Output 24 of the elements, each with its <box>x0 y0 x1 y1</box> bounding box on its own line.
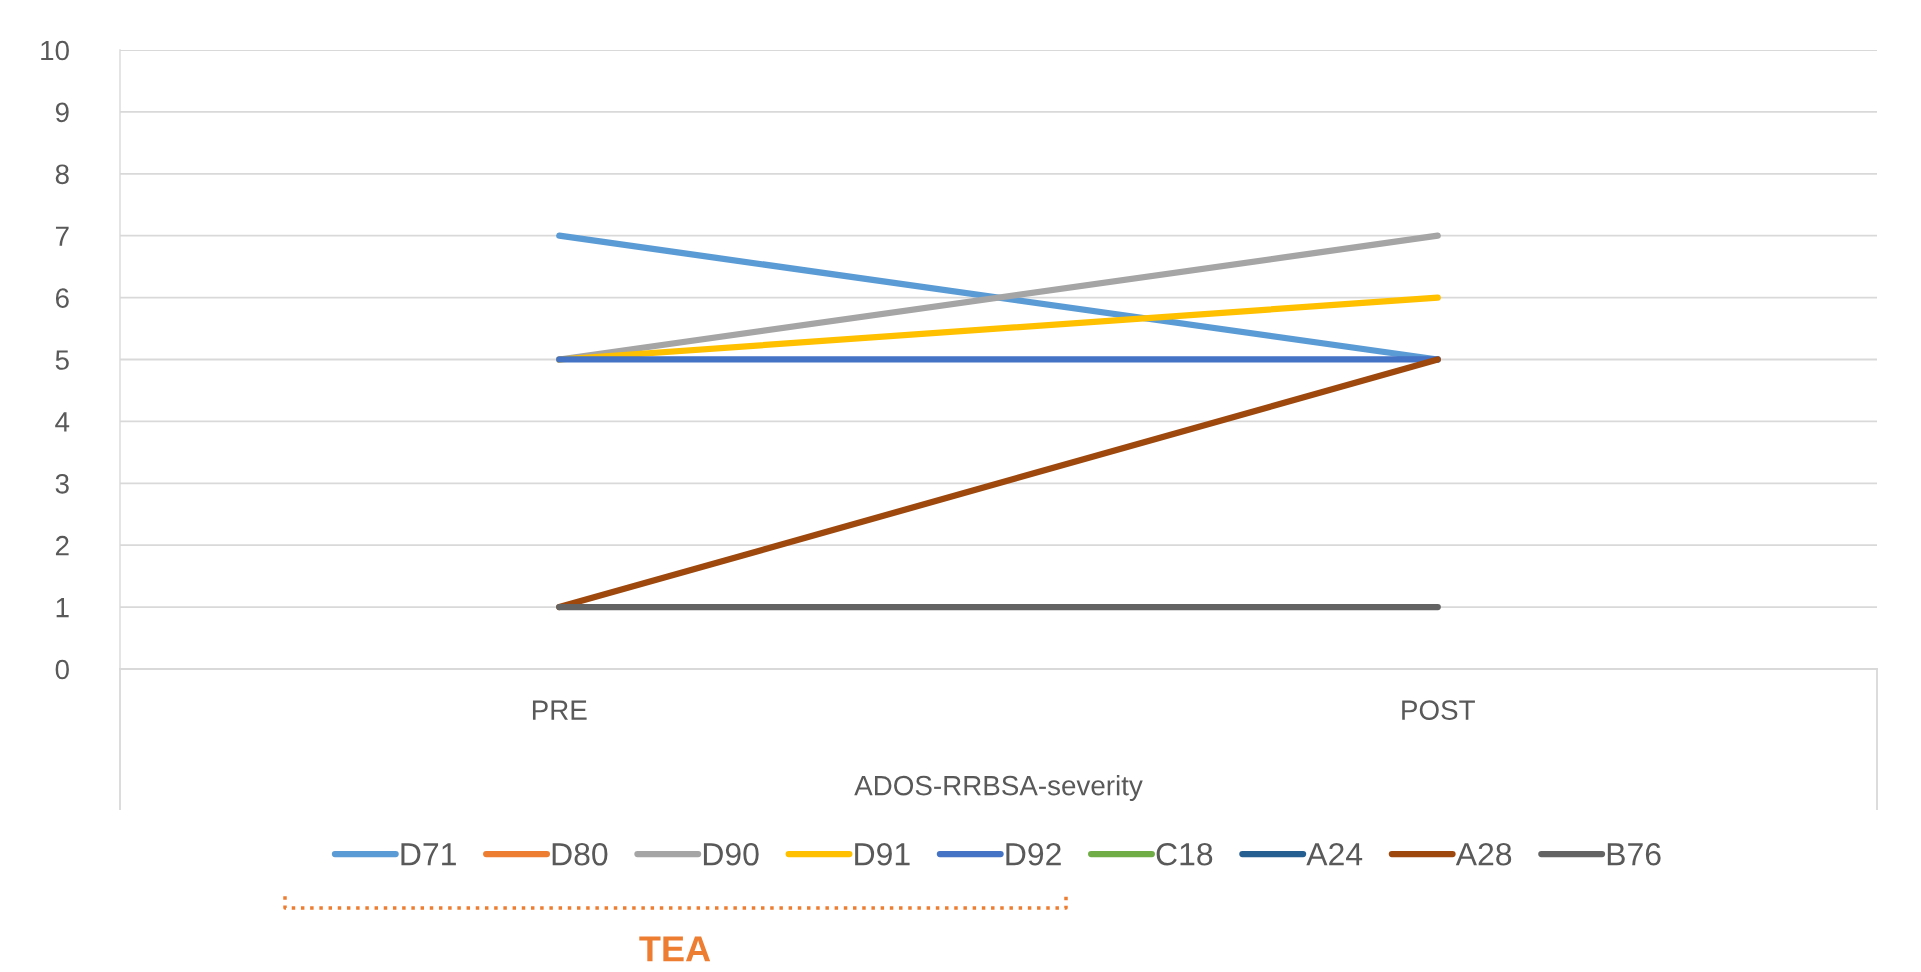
y-tick-label: 2 <box>55 535 69 556</box>
text: TEA <box>639 936 711 962</box>
y-tick-label: 9 <box>55 102 69 123</box>
y-tick-label: 3 <box>55 473 69 494</box>
legend-label: D92 <box>1006 842 1061 866</box>
legend-label: A28 <box>1455 842 1512 866</box>
legend-label: D71 <box>401 843 456 866</box>
legend-label: C18 <box>1156 842 1213 866</box>
y-tick-label: 1 <box>56 598 69 618</box>
y-tick-label: 4 <box>55 412 70 432</box>
y-tick-label: 0 <box>55 659 69 680</box>
legend-label: D91 <box>855 842 910 866</box>
y-tick-label: 7 <box>55 226 69 246</box>
legend-label: D80 <box>552 842 608 866</box>
y-tick-label: 6 <box>55 288 69 308</box>
x-axis-title: ADOS-RRBSA-severity <box>854 775 1143 801</box>
x-tick-label: PRE <box>532 700 587 720</box>
y-tick-label: 5 <box>55 350 69 370</box>
legend-label: D90 <box>703 842 759 866</box>
legend-label: A24 <box>1306 842 1363 866</box>
legend-label: B76 <box>1607 842 1661 866</box>
y-tick-label: 8 <box>55 164 69 185</box>
x-tick-label: POST <box>1402 700 1475 720</box>
y-tick-label: 10 <box>41 40 69 61</box>
